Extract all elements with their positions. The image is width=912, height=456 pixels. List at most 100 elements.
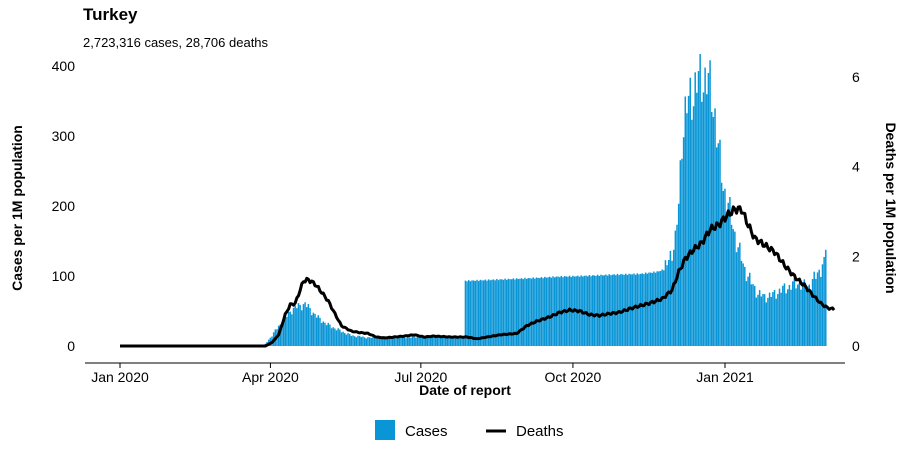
cases-bar	[788, 284, 791, 346]
y-axis-left-ticks: 0 100 200 300 400	[52, 58, 76, 354]
cases-bar	[294, 305, 296, 346]
cases-bar	[496, 278, 498, 346]
cases-bar	[530, 278, 533, 346]
y-right-tick-label: 2	[852, 248, 860, 264]
cases-bar	[696, 92, 698, 347]
cases-bar	[545, 277, 548, 346]
cases-bar	[302, 304, 305, 346]
cases-bar	[753, 285, 756, 346]
cases-bar	[722, 190, 725, 346]
cases-bar	[382, 337, 384, 346]
cases-bar	[358, 335, 361, 346]
y-axis-right-title: Deaths per 1M population	[883, 122, 899, 293]
cases-bar	[742, 263, 744, 346]
cases-bar	[544, 276, 546, 346]
cases-bar	[362, 336, 364, 346]
cases-bar	[811, 279, 814, 346]
cases-bar	[416, 336, 419, 346]
cases-bar	[471, 280, 473, 346]
cases-bar	[745, 281, 748, 346]
cases-bar	[469, 281, 472, 346]
cases-bar	[548, 276, 551, 346]
cases-bar	[798, 282, 801, 346]
cases-bar	[537, 277, 539, 346]
cases-bar	[426, 336, 429, 346]
cases-bar	[344, 333, 346, 346]
legend: Cases Deaths	[375, 420, 564, 440]
cases-bar	[734, 231, 736, 346]
cases-bar	[659, 270, 662, 346]
cases-bar	[370, 337, 372, 346]
cases-bar	[388, 337, 391, 346]
cases-bar	[482, 280, 485, 346]
cases-bar	[286, 316, 288, 346]
cases-bar	[281, 325, 283, 346]
cases-bar	[588, 275, 591, 346]
cases-bar	[501, 279, 503, 346]
cases-bar	[439, 337, 442, 346]
deaths-line	[120, 205, 836, 348]
cases-bar	[591, 275, 594, 346]
cases-bar	[699, 54, 701, 346]
cases-bar	[386, 337, 389, 346]
cases-bar	[466, 281, 468, 346]
cases-bar	[760, 296, 763, 346]
cases-bar	[444, 336, 447, 346]
cases-bar	[287, 312, 290, 346]
cases-bar	[613, 274, 615, 346]
cases-bar	[406, 337, 409, 346]
cases-bar	[663, 270, 665, 346]
cases-bar	[636, 273, 639, 346]
cases-bar	[342, 331, 344, 346]
cases-bar	[668, 259, 670, 346]
cases-bar	[451, 336, 453, 346]
cases-bar	[352, 335, 354, 346]
cases-bar	[773, 290, 776, 346]
cases-bar	[456, 336, 458, 346]
cases-bar	[360, 337, 363, 346]
cases-bar	[330, 328, 333, 346]
cases-bar	[487, 279, 490, 346]
cases-bar	[818, 269, 820, 346]
cases-bar	[405, 338, 407, 346]
cases-bar	[297, 303, 300, 346]
cases-bar	[643, 274, 645, 346]
cases-bar	[639, 273, 642, 346]
cases-bar	[701, 101, 703, 346]
cases-bar	[615, 275, 617, 346]
cases-bar	[373, 338, 376, 346]
cases-bar	[687, 95, 690, 347]
cases-bar	[787, 289, 789, 346]
cases-bar	[770, 296, 772, 346]
x-tick-label: Apr 2020	[242, 369, 299, 385]
cases-bar	[284, 315, 286, 346]
cases-bar	[616, 273, 619, 346]
cases-bar	[350, 336, 353, 346]
cases-bar	[600, 274, 602, 346]
cases-bar	[540, 277, 543, 346]
cases-bar	[421, 335, 424, 346]
cases-bar	[365, 338, 367, 346]
cases-bar	[423, 336, 425, 346]
cases-bar	[484, 279, 487, 346]
cases-bar	[768, 292, 771, 346]
cases-bar	[289, 311, 291, 346]
cases-bar	[317, 315, 320, 346]
cases-bar	[339, 329, 341, 346]
cases-bar	[320, 323, 323, 346]
cases-bar	[634, 274, 637, 346]
cases-bar	[395, 338, 397, 346]
cases-bar	[327, 322, 329, 346]
cases-bar	[555, 276, 558, 346]
cases-bar	[686, 113, 688, 346]
cases-bar	[319, 317, 321, 346]
cases-bar	[715, 147, 718, 346]
cases-bar	[717, 143, 720, 346]
cases-bar	[441, 335, 444, 346]
cases-bar	[377, 337, 379, 346]
legend-deaths-label: Deaths	[516, 423, 564, 440]
cases-bar	[310, 315, 313, 346]
cases-bar	[679, 160, 682, 346]
cases-bar	[539, 278, 541, 346]
cases-bar	[464, 280, 467, 346]
